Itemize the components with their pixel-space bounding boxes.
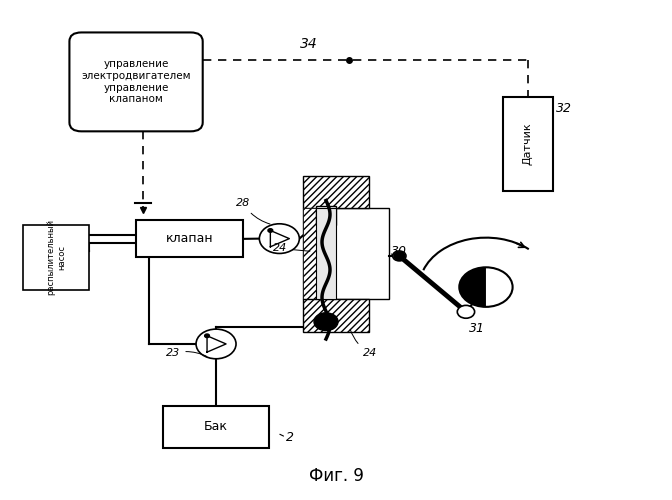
- Text: 34: 34: [300, 37, 318, 51]
- Circle shape: [259, 224, 299, 254]
- Text: 28: 28: [236, 198, 270, 224]
- Text: 31: 31: [469, 322, 485, 334]
- Text: 24: 24: [350, 330, 377, 358]
- Text: 2: 2: [286, 431, 294, 444]
- Circle shape: [268, 228, 273, 232]
- Bar: [302, 176, 370, 208]
- Bar: [316, 208, 336, 300]
- Circle shape: [394, 252, 405, 260]
- Text: Фиг. 9: Фиг. 9: [308, 467, 364, 485]
- Bar: [302, 208, 319, 300]
- Circle shape: [314, 313, 338, 330]
- Circle shape: [459, 268, 513, 307]
- Bar: [302, 300, 370, 332]
- Circle shape: [196, 329, 236, 359]
- Text: 23: 23: [166, 348, 207, 358]
- Text: 32: 32: [556, 102, 572, 114]
- Polygon shape: [459, 268, 486, 307]
- Text: распылительный
насос: распылительный насос: [46, 220, 66, 296]
- Text: 24: 24: [273, 244, 310, 254]
- FancyBboxPatch shape: [69, 32, 203, 132]
- Text: 30: 30: [391, 245, 407, 258]
- Circle shape: [392, 251, 406, 261]
- Circle shape: [457, 306, 474, 318]
- Text: управление
электродвигателем
управление
клапаном: управление электродвигателем управление …: [81, 60, 191, 104]
- Bar: [316, 206, 336, 226]
- Text: Датчик: Датчик: [523, 122, 533, 165]
- Bar: [136, 220, 243, 258]
- Bar: [163, 406, 269, 448]
- Text: Бак: Бак: [204, 420, 228, 434]
- Text: клапан: клапан: [165, 232, 213, 245]
- Bar: [23, 226, 89, 290]
- Bar: [302, 208, 389, 300]
- Circle shape: [205, 334, 210, 338]
- Bar: [503, 96, 552, 190]
